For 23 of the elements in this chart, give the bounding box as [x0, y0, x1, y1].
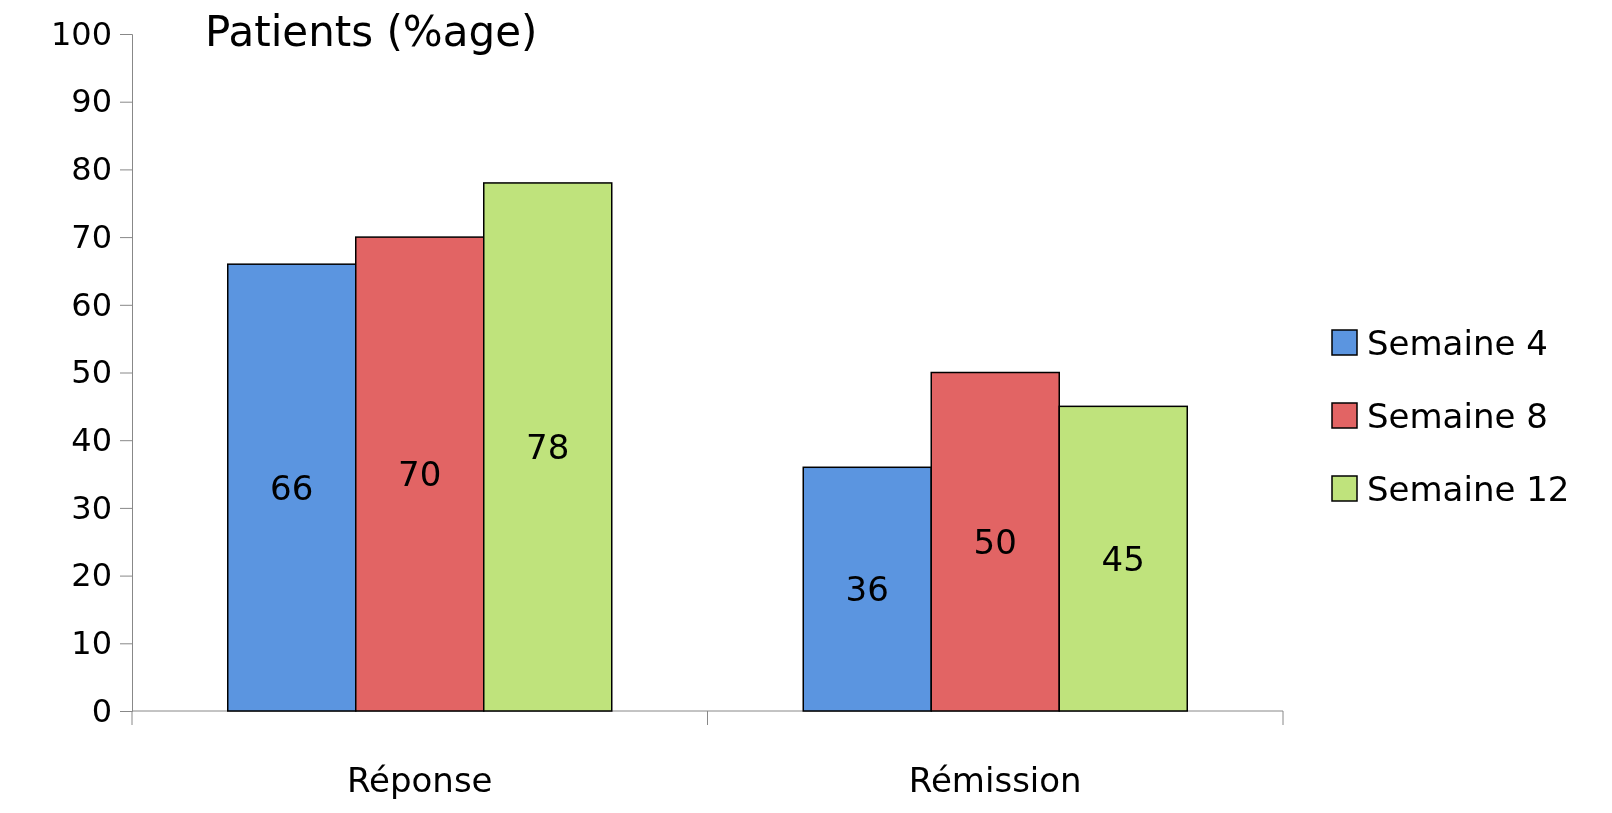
- legend-label: Semaine 4: [1367, 323, 1548, 363]
- x-tick-label: Rémission: [908, 760, 1082, 800]
- y-tick-label: 60: [71, 285, 112, 324]
- y-tick-label: 50: [71, 353, 112, 392]
- chart-title: Patients (%age): [205, 7, 538, 56]
- y-tick-label: 80: [71, 150, 112, 189]
- data-label: 78: [526, 426, 570, 467]
- y-tick-label: 10: [71, 624, 112, 663]
- data-label: 70: [398, 454, 442, 495]
- y-tick-label: 30: [71, 488, 112, 527]
- y-tick-label: 90: [71, 82, 112, 121]
- y-tick-label: 40: [71, 420, 112, 459]
- data-label: 50: [973, 521, 1017, 562]
- data-label: 45: [1101, 538, 1145, 579]
- data-label: 66: [270, 467, 314, 508]
- y-tick-label: 0: [91, 691, 112, 730]
- y-tick-label: 20: [71, 556, 112, 595]
- x-tick-label: Réponse: [346, 760, 493, 800]
- y-tick-label: 100: [50, 14, 112, 53]
- y-tick-label: 70: [71, 217, 112, 256]
- legend-label: Semaine 8: [1367, 396, 1548, 436]
- legend-label: Semaine 12: [1367, 469, 1570, 509]
- data-label: 36: [845, 569, 889, 610]
